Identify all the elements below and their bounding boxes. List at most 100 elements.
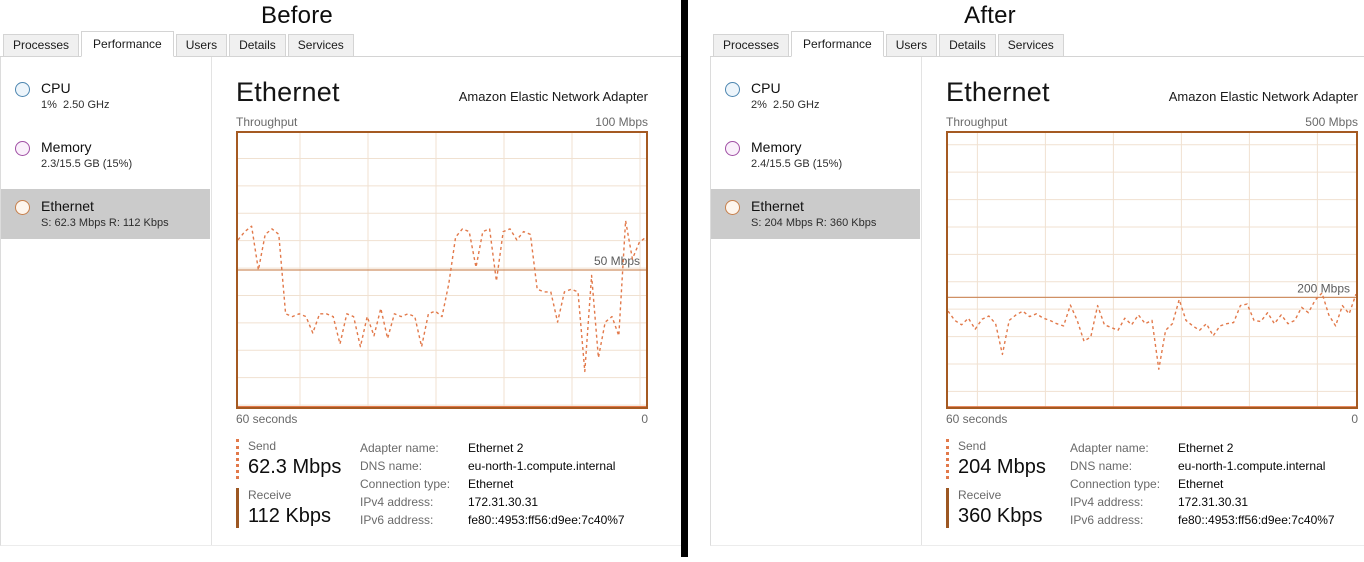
x-axis-right-label: 0 (1351, 412, 1358, 426)
tab-performance[interactable]: Performance (791, 31, 884, 57)
adapter-details: Adapter name: Ethernet 2 DNS name: eu-no… (360, 439, 625, 537)
ethernet-pane: Ethernet Amazon Elastic Network Adapter … (236, 57, 648, 545)
detail-value: Ethernet 2 (468, 441, 524, 455)
taskmanager-tabbar: Processes Performance Users Details Serv… (0, 31, 681, 57)
receive-value: 112 Kbps (248, 505, 332, 527)
adapter-details: Adapter name: Ethernet 2 DNS name: eu-no… (1070, 439, 1335, 537)
sidebar-item-title: CPU (751, 80, 781, 96)
tab-services[interactable]: Services (997, 34, 1064, 56)
memory-gauge-icon (15, 141, 30, 156)
receive-label: Receive (958, 488, 1002, 502)
throughput-chart[interactable]: 50 Mbps (236, 131, 648, 409)
sidebar-item-memory[interactable]: Memory 2.3/15.5 GB (15%) (1, 130, 210, 180)
sidebar-item-title: Memory (41, 139, 92, 155)
detail-value: fe80::4953:ff56:d9ee:7c40%7 (1178, 513, 1335, 527)
sidebar-item-stats: 2% 2.50 GHz (751, 99, 820, 111)
receive-stat: Receive 112 Kbps (236, 488, 360, 528)
sidebar-item-stats: 2.3/15.5 GB (15%) (41, 158, 133, 170)
send-value: 204 Mbps (958, 456, 1046, 478)
x-axis-left-label: 60 seconds (946, 412, 1008, 426)
cpu-gauge-icon (15, 82, 30, 97)
ethernet-pane: Ethernet Amazon Elastic Network Adapter … (946, 57, 1358, 545)
comparison-label-after: After (964, 2, 1016, 29)
sidebar-item-title: Memory (751, 139, 802, 155)
ethernet-stats: Send 62.3 Mbps Receive 112 Kbps Adapter … (236, 439, 648, 537)
sidebar-item-title: Ethernet (751, 198, 804, 214)
tab-services[interactable]: Services (287, 34, 354, 56)
svg-text:200 Mbps: 200 Mbps (1297, 281, 1350, 295)
sidebar-item-stats: S: 204 Mbps R: 360 Kbps (751, 217, 877, 229)
tab-details[interactable]: Details (939, 34, 996, 56)
detail-label: Adapter name: (1070, 441, 1149, 455)
x-axis-left-label: 60 seconds (236, 412, 298, 426)
receive-value: 360 Kbps (958, 505, 1043, 527)
detail-label: DNS name: (1070, 459, 1133, 473)
ethernet-gauge-icon (15, 200, 30, 215)
send-label: Send (958, 439, 987, 453)
cpu-gauge-icon (725, 82, 740, 97)
tab-users[interactable]: Users (175, 34, 228, 56)
performance-sidebar: CPU 1% 2.50 GHz Memory 2.3/15.5 GB (15%)… (1, 57, 212, 545)
taskmanager-tabbar: Processes Performance Users Details Serv… (710, 31, 1364, 57)
adapter-description: Amazon Elastic Network Adapter (458, 89, 648, 104)
detail-label: IPv4 address: (360, 495, 434, 509)
memory-gauge-icon (725, 141, 740, 156)
tab-details[interactable]: Details (229, 34, 286, 56)
detail-label: Connection type: (1070, 477, 1161, 491)
sidebar-item-ethernet[interactable]: Ethernet S: 62.3 Mbps R: 112 Kbps (1, 189, 210, 239)
y-axis-label: Throughput (946, 115, 1008, 129)
detail-value: 172.31.30.31 (468, 495, 539, 509)
sidebar-item-ethernet[interactable]: Ethernet S: 204 Mbps R: 360 Kbps (711, 189, 920, 239)
performance-content: CPU 1% 2.50 GHz Memory 2.3/15.5 GB (15%)… (0, 57, 681, 546)
sidebar-item-title: CPU (41, 80, 71, 96)
sidebar-item-stats: 1% 2.50 GHz (41, 99, 110, 111)
performance-content: CPU 2% 2.50 GHz Memory 2.4/15.5 GB (15%)… (710, 57, 1364, 546)
receive-label: Receive (248, 488, 292, 502)
sidebar-item-memory[interactable]: Memory 2.4/15.5 GB (15%) (711, 130, 920, 180)
send-value: 62.3 Mbps (248, 456, 342, 478)
tab-performance[interactable]: Performance (81, 31, 174, 57)
performance-sidebar: CPU 2% 2.50 GHz Memory 2.4/15.5 GB (15%)… (711, 57, 922, 545)
send-stat: Send 62.3 Mbps (236, 439, 360, 479)
detail-label: IPv6 address: (1070, 513, 1144, 527)
throughput-chart[interactable]: 200 Mbps (946, 131, 1358, 409)
svg-text:50 Mbps: 50 Mbps (594, 254, 640, 268)
adapter-description: Amazon Elastic Network Adapter (1168, 89, 1358, 104)
sidebar-item-stats: 2.4/15.5 GB (15%) (751, 158, 843, 170)
detail-value: eu-north-1.compute.internal (468, 459, 616, 473)
sidebar-item-title: Ethernet (41, 198, 94, 214)
detail-value: 172.31.30.31 (1178, 495, 1249, 509)
send-label: Send (248, 439, 277, 453)
y-axis-label: Throughput (236, 115, 298, 129)
send-stat: Send 204 Mbps (946, 439, 1070, 479)
detail-value: fe80::4953:ff56:d9ee:7c40%7 (468, 513, 625, 527)
ethernet-stats: Send 204 Mbps Receive 360 Kbps Adapter n… (946, 439, 1358, 537)
panel-divider (681, 0, 688, 557)
sidebar-item-cpu[interactable]: CPU 2% 2.50 GHz (711, 71, 920, 121)
y-axis-max-label: 100 Mbps (595, 115, 648, 129)
detail-label: IPv4 address: (1070, 495, 1144, 509)
pane-title: Ethernet (236, 77, 340, 107)
detail-value: Ethernet 2 (1178, 441, 1234, 455)
tab-users[interactable]: Users (885, 34, 938, 56)
y-axis-max-label: 500 Mbps (1305, 115, 1358, 129)
detail-label: IPv6 address: (360, 513, 434, 527)
pane-title: Ethernet (946, 77, 1050, 107)
detail-label: DNS name: (360, 459, 423, 473)
tab-processes[interactable]: Processes (713, 34, 790, 56)
detail-value: eu-north-1.compute.internal (1178, 459, 1326, 473)
ethernet-gauge-icon (725, 200, 740, 215)
tab-processes[interactable]: Processes (3, 34, 80, 56)
sidebar-item-cpu[interactable]: CPU 1% 2.50 GHz (1, 71, 210, 121)
detail-value: Ethernet (1178, 477, 1224, 491)
x-axis-right-label: 0 (641, 412, 648, 426)
detail-value: Ethernet (468, 477, 514, 491)
panel-before: Before Processes Performance Users Detai… (0, 0, 681, 557)
sidebar-item-stats: S: 62.3 Mbps R: 112 Kbps (41, 217, 169, 229)
panel-after: After Processes Performance Users Detail… (710, 0, 1364, 557)
detail-label: Connection type: (360, 477, 451, 491)
detail-label: Adapter name: (360, 441, 439, 455)
receive-stat: Receive 360 Kbps (946, 488, 1070, 528)
comparison-label-before: Before (261, 2, 333, 29)
